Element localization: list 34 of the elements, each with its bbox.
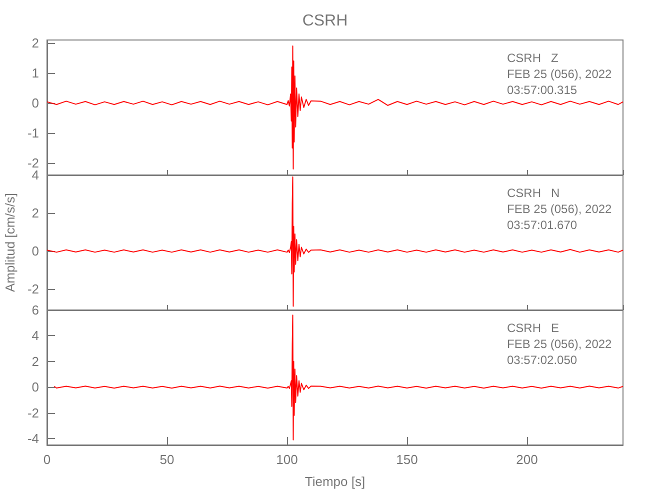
y-tick-label: 0: [32, 96, 39, 110]
y-tick-label: -4: [27, 431, 39, 446]
y-axis-title: Amplitud [cm/s/s]: [2, 193, 18, 292]
annotation: 03:57:02.050: [507, 353, 578, 367]
x-tick-label: 100: [276, 452, 298, 467]
y-tick-label: 1: [32, 66, 39, 80]
annotation: FEB 25 (056), 2022: [507, 337, 612, 351]
y-tick-label: -2: [27, 405, 39, 420]
annotation: CSRH Z: [507, 51, 558, 65]
x-tick-label: 150: [396, 452, 418, 467]
y-tick-label: 2: [32, 206, 39, 221]
y-tick-label: 4: [32, 328, 39, 344]
annotation: 03:57:00.315: [507, 83, 578, 97]
annotation: CSRH N: [507, 186, 560, 200]
y-tick-label: -2: [27, 156, 39, 170]
line-series: [54, 314, 624, 440]
y-tick-label: 0: [32, 244, 39, 259]
y-tick-label: 4: [32, 168, 39, 182]
annotation: CSRH E: [507, 321, 560, 335]
x-tick-label: 0: [43, 452, 51, 467]
annotation: FEB 25 (056), 2022: [507, 202, 612, 216]
chart-title: CSRH: [302, 12, 348, 30]
x-axis-title: Tiempo [s]: [304, 474, 366, 489]
y-tick-label: 0: [32, 380, 39, 395]
annotation: 03:57:01.670: [507, 218, 578, 232]
annotation: FEB 25 (056), 2022: [507, 67, 612, 81]
x-tick-label: 50: [160, 452, 174, 467]
y-tick-label: 2: [32, 36, 39, 50]
y-tick-label: 2: [32, 354, 39, 369]
line-series: [46, 46, 624, 170]
x-tick-label: 200: [516, 452, 538, 467]
y-tick-label: -1: [27, 126, 39, 140]
y-tick-label: 6: [32, 302, 39, 318]
y-tick-label: -2: [27, 282, 39, 297]
